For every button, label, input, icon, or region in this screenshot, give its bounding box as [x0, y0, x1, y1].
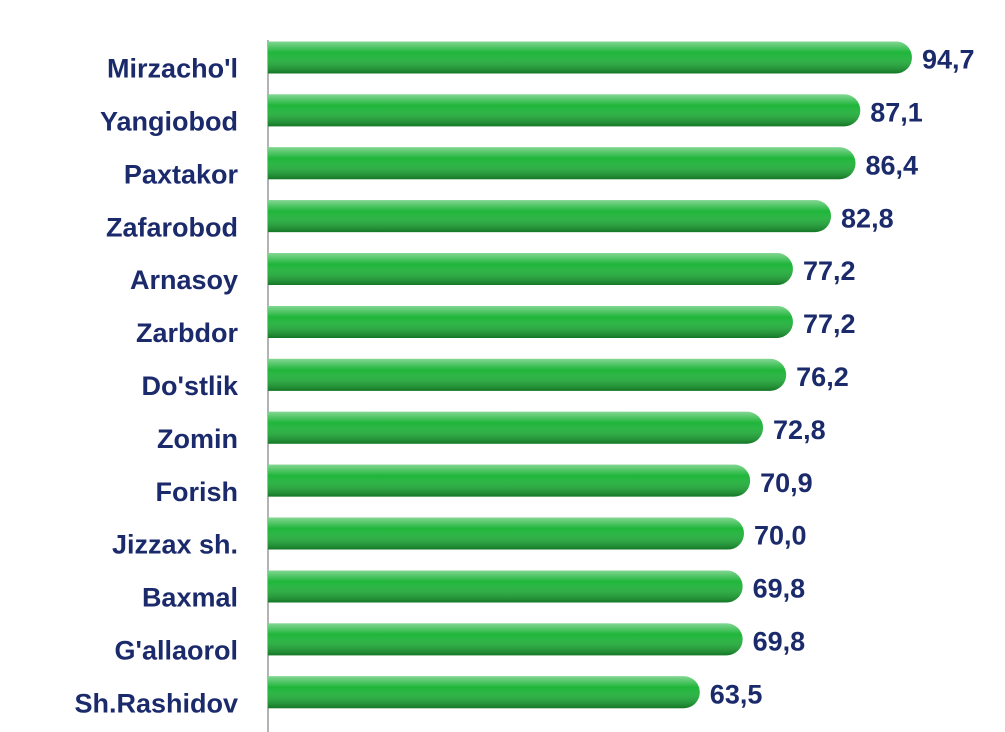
data-label: 86,4 — [866, 150, 919, 180]
bar-shade — [268, 570, 743, 603]
bar-shade — [268, 623, 743, 656]
data-label: 63,5 — [710, 679, 763, 709]
y-tick-label: Zomin — [157, 424, 238, 454]
bar-shade — [268, 253, 793, 286]
y-tick-label: Zafarobod — [106, 212, 238, 242]
data-label: 72,8 — [773, 415, 826, 445]
y-tick-label: Forish — [155, 477, 238, 507]
y-tick-label: Zarbdor — [136, 318, 238, 348]
data-label: 77,2 — [803, 309, 856, 339]
bar-shade — [268, 305, 793, 338]
data-label: 77,2 — [803, 256, 856, 286]
data-label: 70,0 — [754, 521, 807, 551]
bar-shade — [268, 41, 912, 74]
y-tick-label: Jizzax sh. — [112, 530, 238, 560]
bar-shade — [268, 147, 856, 180]
bar-shade — [268, 464, 751, 497]
bar-shade — [268, 517, 744, 550]
y-tick-label: Arnasoy — [130, 265, 238, 295]
data-label: 70,9 — [760, 468, 813, 498]
y-tick-label: Do'stlik — [142, 371, 239, 401]
bar-shade — [268, 358, 787, 391]
bar-shade — [268, 411, 764, 444]
bar-shade — [268, 200, 832, 233]
data-label: 69,8 — [753, 626, 806, 656]
bar-shade — [268, 94, 861, 127]
data-label: 82,8 — [841, 203, 894, 233]
y-tick-label: G'allaorol — [115, 635, 238, 665]
data-label: 69,8 — [753, 574, 806, 604]
y-tick-label: Paxtakor — [124, 159, 239, 189]
y-tick-label: Mirzacho'l — [107, 54, 238, 84]
bar-shade — [268, 676, 700, 709]
y-tick-label: Yangiobod — [100, 106, 238, 136]
data-label: 76,2 — [796, 362, 849, 392]
y-tick-label: Sh.Rashidov — [74, 688, 238, 718]
data-label: 87,1 — [870, 97, 923, 127]
y-tick-label: Baxmal — [142, 583, 238, 613]
data-label: 94,7 — [922, 45, 975, 75]
